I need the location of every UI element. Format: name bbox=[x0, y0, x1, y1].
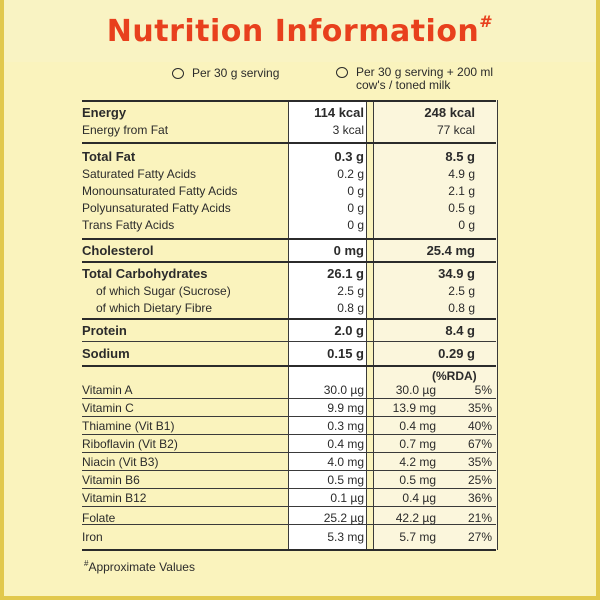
page-title: Nutrition Information# bbox=[106, 12, 494, 49]
per-serving-column-bg bbox=[288, 100, 366, 550]
vitamin-rule bbox=[82, 398, 496, 399]
vitamin-rule bbox=[82, 416, 496, 417]
column-header-with-milk: Per 30 g serving + 200 ml cow's / toned m… bbox=[336, 66, 493, 92]
vitamin-rule bbox=[82, 524, 496, 525]
section-rule bbox=[82, 365, 496, 367]
circle-icon bbox=[336, 67, 348, 79]
column-separator bbox=[366, 100, 367, 550]
with-milk-column-bg bbox=[373, 100, 497, 550]
section-rule bbox=[82, 261, 496, 263]
title-footnote-mark: # bbox=[479, 12, 494, 31]
vitamin-rule bbox=[82, 434, 496, 435]
table-bottom-rule bbox=[82, 549, 496, 551]
vitamin-rule bbox=[82, 470, 496, 471]
section-rule bbox=[82, 238, 496, 240]
title-band bbox=[4, 0, 596, 62]
table-top-rule bbox=[82, 100, 496, 102]
vitamin-rule bbox=[82, 452, 496, 453]
section-rule bbox=[82, 142, 496, 144]
column-separator bbox=[497, 100, 498, 550]
column-header-per-serving: Per 30 g serving bbox=[172, 66, 279, 80]
section-rule bbox=[82, 341, 496, 342]
footnote-mark: # bbox=[84, 559, 89, 568]
vitamin-rule bbox=[82, 488, 496, 489]
column-separator bbox=[288, 100, 289, 550]
vitamin-rule bbox=[82, 506, 496, 507]
footnote: #Approximate Values bbox=[84, 559, 195, 574]
section-rule bbox=[82, 318, 496, 320]
circle-icon bbox=[172, 68, 184, 80]
rda-header: (%RDA) bbox=[432, 369, 477, 383]
column-separator bbox=[373, 100, 374, 550]
